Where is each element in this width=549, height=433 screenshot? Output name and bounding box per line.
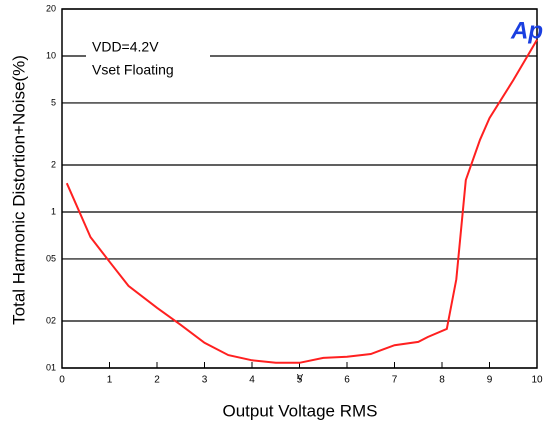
y-tick-label: 5 [51,97,56,107]
x-tick-label: 0 [59,375,65,386]
y-tick-label: 01 [46,362,56,372]
x-tick-label: 8 [439,375,445,386]
x-tick-label: 2 [154,375,160,386]
x-tick-label: 1 [107,375,113,386]
x-axis-label: Output Voltage RMS [223,401,378,420]
plot [65,39,538,364]
x-tick-label: 7 [392,375,398,386]
y-tick-label: 05 [46,253,56,263]
annotation-box [86,36,210,84]
annotation: Vset Floating [92,62,174,78]
x-tick-label: 4 [249,375,255,386]
x-tick-label: 9 [487,375,493,386]
x-tick-label: 10 [531,375,543,386]
line-series [65,39,538,364]
y-axis-label: Total Harmonic Distortion+Noise(%) [9,55,28,325]
x-tick-label: 3 [202,375,208,386]
x-tick-label: 6 [344,375,350,386]
y-tick-label: 1 [51,206,56,216]
y-tick-label: 02 [46,315,56,325]
grid [61,8,538,369]
y-tick-label: 2 [51,159,56,169]
y-tick-label: 10 [46,50,56,60]
logo: Ap [510,17,543,44]
x-tick-label: 5 [297,375,303,386]
annotation: VDD=4.2V [92,39,159,55]
y-tick-label: 20 [46,3,56,13]
x-unit: V [297,372,303,382]
